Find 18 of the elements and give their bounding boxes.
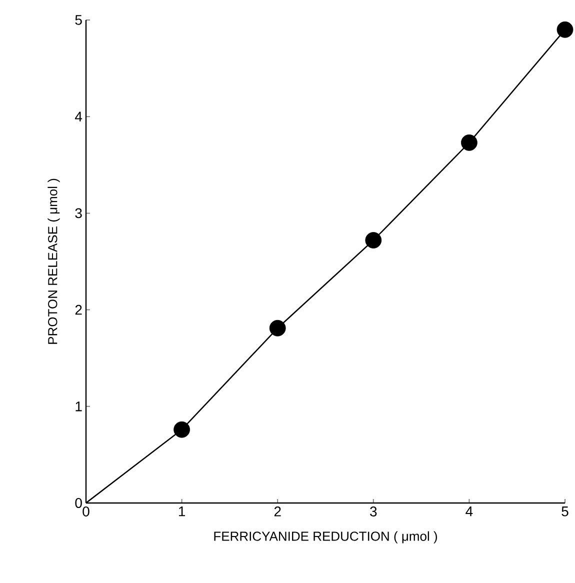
y-tick-label: 4 — [74, 112, 82, 122]
y-tick-label: 1 — [76, 402, 82, 412]
x-tick-label: 5 — [562, 506, 568, 516]
y-axis-title: PROTON RELEASE ( μmol ) — [48, 178, 60, 344]
x-tick-label: 1 — [178, 506, 186, 516]
x-tick-label: 3 — [370, 506, 377, 516]
point — [269, 320, 286, 336]
y-tick-label: 0 — [75, 498, 82, 508]
y-tick-label: 3 — [75, 208, 82, 218]
x-tick-label: 4 — [466, 506, 473, 516]
point — [365, 232, 382, 248]
x-axis-title: FERRICYANIDE REDUCTION ( μmol ) — [214, 531, 438, 544]
point — [461, 134, 478, 151]
point — [174, 421, 190, 438]
x-tick-label: 0 — [82, 506, 90, 516]
y-tick-label: 5 — [75, 15, 82, 25]
y-tick-label: 2 — [75, 304, 82, 315]
x-tick-label: 2 — [274, 506, 281, 516]
